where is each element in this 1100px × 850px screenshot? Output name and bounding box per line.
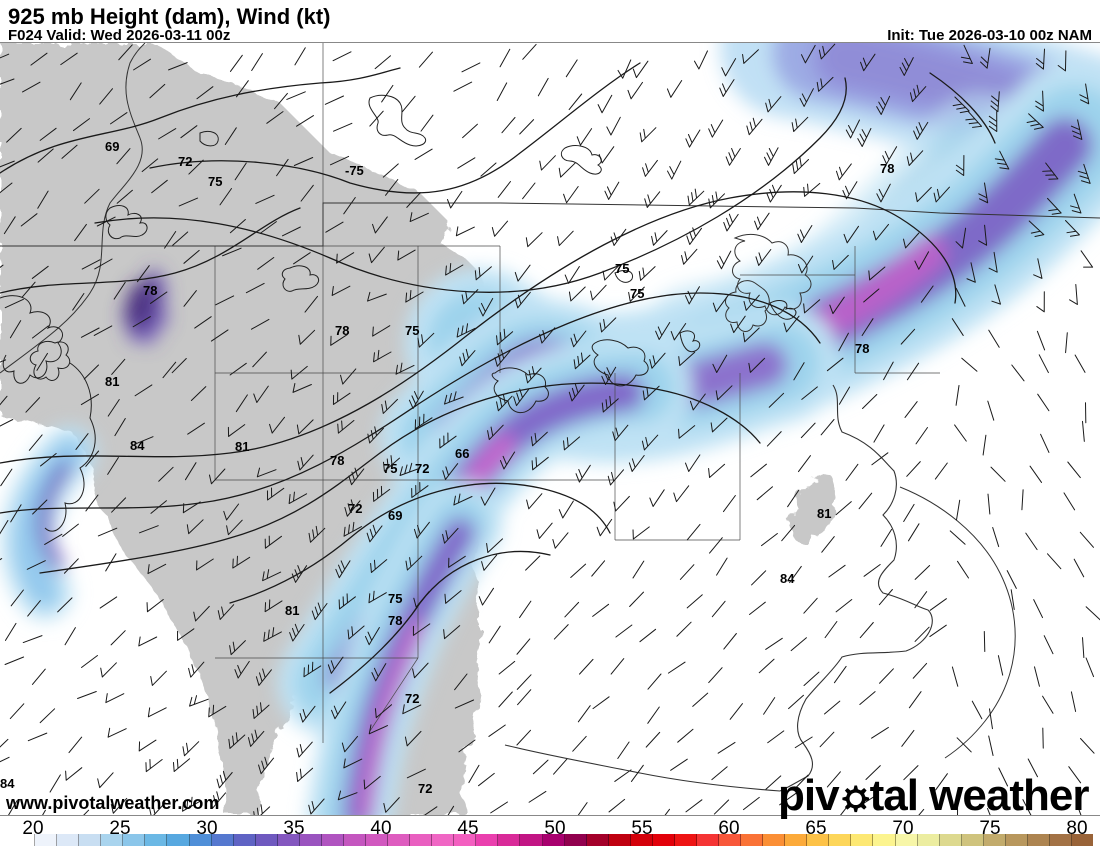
svg-text:84: 84 (130, 438, 145, 453)
svg-text:81: 81 (235, 439, 249, 454)
svg-text:72: 72 (418, 781, 432, 796)
svg-text:72: 72 (348, 501, 362, 516)
svg-text:66: 66 (455, 446, 469, 461)
svg-text:78: 78 (388, 613, 402, 628)
svg-text:75: 75 (405, 323, 419, 338)
svg-text:78: 78 (335, 323, 349, 338)
svg-text:69: 69 (388, 508, 402, 523)
svg-text:72: 72 (178, 154, 192, 169)
svg-text:78: 78 (330, 453, 344, 468)
svg-text:72: 72 (415, 461, 429, 476)
svg-text:75: 75 (615, 261, 629, 276)
svg-text:-75: -75 (345, 163, 364, 178)
svg-text:75: 75 (208, 174, 222, 189)
svg-text:78: 78 (855, 341, 869, 356)
svg-text:81: 81 (817, 506, 831, 521)
svg-text:75: 75 (388, 591, 402, 606)
svg-text:81: 81 (105, 374, 119, 389)
svg-text:81: 81 (285, 603, 299, 618)
svg-text:72: 72 (405, 691, 419, 706)
svg-text:78: 78 (143, 283, 157, 298)
svg-text:69: 69 (105, 139, 119, 154)
svg-text:75: 75 (383, 461, 397, 476)
svg-text:84: 84 (0, 776, 15, 791)
